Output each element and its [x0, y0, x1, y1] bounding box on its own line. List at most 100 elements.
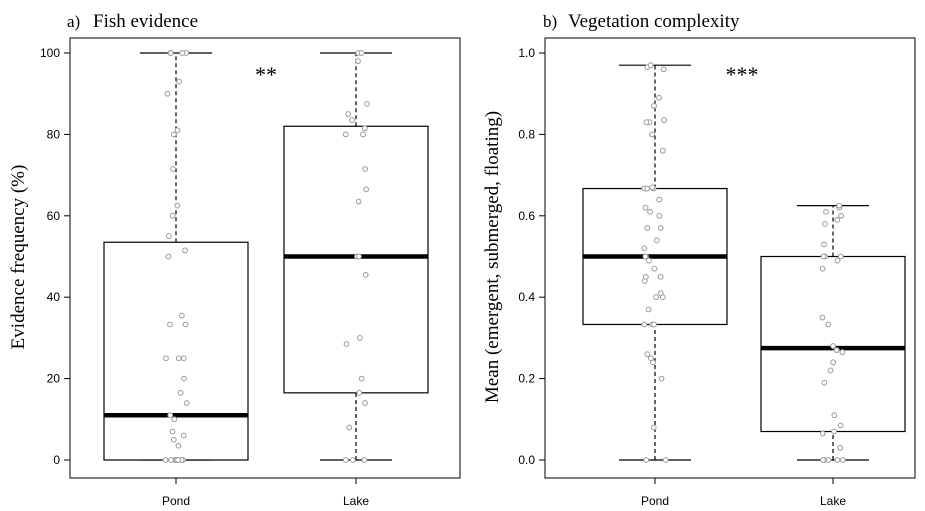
- panel-a-point: [167, 412, 174, 419]
- panel-a-point: [361, 125, 368, 132]
- panel-a-point: [349, 117, 355, 124]
- panel-a-ytick-label: 20: [47, 372, 61, 386]
- panel-b-ytick-label: 0.8: [518, 127, 535, 141]
- panel-b-point: [834, 216, 841, 223]
- panel-b-point: [660, 147, 666, 154]
- panel-b-point: [821, 379, 828, 386]
- panel-b-point: [821, 221, 828, 227]
- panel-b-plot-frame: [544, 37, 916, 479]
- panel-b-point: [837, 444, 844, 451]
- panel-a-title: Fish evidence: [93, 11, 198, 32]
- panel-a-ylabel: Evidence frequency (%): [8, 165, 29, 350]
- panel-a-point: [360, 131, 366, 138]
- panel-a-point: [356, 335, 363, 341]
- panel-b-point: [825, 457, 832, 463]
- panel-b-point: [661, 117, 668, 124]
- panel-b-point: [658, 375, 665, 382]
- panel-b-point: [838, 212, 845, 219]
- panel-b-point: [830, 343, 836, 349]
- panel-b-point: [820, 457, 826, 463]
- panel-b-point: [649, 131, 656, 138]
- panel-a-point: [349, 457, 356, 463]
- panel-a-point: [343, 341, 350, 347]
- panel-b-point: [831, 412, 838, 419]
- panel-b-point: [645, 306, 652, 313]
- panel-b-point: [657, 225, 664, 231]
- panel-b-ytick-label: 0.2: [518, 372, 535, 386]
- panel-b-point: [656, 94, 662, 101]
- panel-b-point: [827, 367, 834, 374]
- panel-b-label: b): [543, 12, 557, 31]
- panel-a-point: [342, 457, 349, 463]
- panel-b-ytick-label: 0.4: [518, 290, 535, 304]
- panel-b-point: [644, 351, 651, 358]
- panel-a-point: [167, 50, 174, 56]
- panel-a-point: [177, 389, 184, 396]
- panel-a-point: [358, 375, 365, 382]
- panel-b-point: [819, 265, 826, 272]
- panel-b-point: [657, 290, 664, 297]
- panel-b-point: [644, 185, 651, 192]
- panel-b-point: [653, 294, 659, 301]
- panel-a-point: [169, 212, 176, 219]
- panel-a-point: [182, 247, 188, 254]
- panel-b-point: [821, 241, 827, 248]
- panel-a-point: [165, 253, 172, 260]
- panel-b-point: [656, 212, 663, 219]
- panel-a-box-pond: [103, 52, 249, 461]
- box-iqr: [103, 241, 249, 461]
- panel-b-vegetation-complexity: b) Vegetation complexity Mean (emergent,…: [482, 11, 916, 508]
- panel-b-box-lake: [760, 205, 906, 461]
- panel-b-point: [649, 184, 656, 191]
- panel-a-point: [358, 50, 365, 56]
- panel-b-xtick-pond: Pond: [641, 494, 669, 508]
- panel-a-significance: **: [255, 62, 277, 87]
- panel-a-point: [175, 457, 181, 463]
- panel-a-point: [176, 78, 182, 85]
- panel-b-point: [653, 237, 660, 244]
- panel-a-point: [361, 457, 368, 463]
- panel-b-point: [641, 245, 648, 252]
- panel-a-point: [362, 271, 369, 278]
- panel-a-point: [182, 321, 189, 328]
- panel-a-point: [164, 90, 171, 97]
- panel-a-point: [169, 428, 176, 435]
- panel-a-point: [171, 416, 178, 423]
- panel-a-fish-evidence: a) Fish evidence Evidence frequency (%) …: [8, 11, 461, 508]
- panel-a-point: [179, 50, 186, 56]
- panel-a-point: [180, 432, 187, 439]
- panel-b-box-pond: [582, 64, 728, 461]
- panel-b-point: [831, 428, 837, 435]
- panel-b-point: [657, 273, 664, 280]
- panel-b-point: [643, 457, 650, 463]
- panel-b-point: [644, 225, 651, 231]
- panel-a-label: a): [67, 12, 80, 31]
- panel-a-point: [364, 100, 370, 107]
- panel-b-point: [651, 103, 657, 109]
- panel-b-point: [647, 208, 653, 215]
- panel-a-box-lake: [283, 52, 429, 461]
- panel-b-ytick-label: 0.6: [518, 209, 535, 223]
- panel-a-point: [168, 457, 174, 463]
- panel-b-ylabel: Mean (emergent, submerged, floating): [482, 111, 503, 403]
- panel-b-point: [660, 66, 667, 73]
- panel-b-point: [839, 349, 846, 356]
- panel-b-point: [643, 119, 650, 126]
- panel-b-point: [642, 253, 649, 260]
- panel-b-point: [646, 257, 652, 264]
- panel-a-point: [363, 186, 370, 193]
- panel-a-ytick-label: 60: [47, 209, 61, 223]
- panel-a-point: [174, 202, 181, 209]
- panel-a-ytick-label: 40: [47, 290, 61, 304]
- panel-a-point: [362, 166, 369, 172]
- panel-a-xtick-lake: Lake: [343, 494, 369, 508]
- panel-a-point: [163, 355, 169, 362]
- panel-a-point: [175, 355, 182, 362]
- panel-b-point: [837, 422, 844, 429]
- panel-a-ytick-label: 0: [53, 453, 60, 467]
- panel-a-point: [180, 355, 187, 362]
- panel-b-point: [825, 321, 832, 328]
- panel-b-point: [834, 457, 841, 463]
- panel-a-xtick-pond: Pond: [162, 494, 190, 508]
